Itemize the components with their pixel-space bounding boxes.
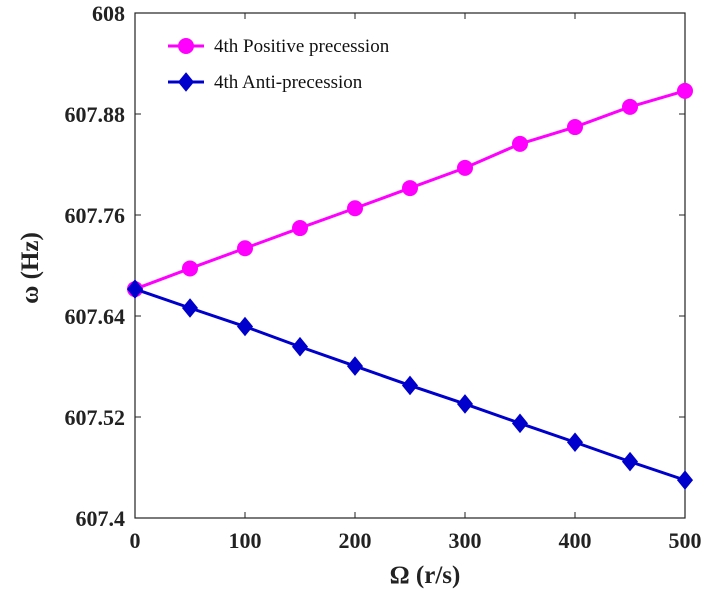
x-tick-label: 0	[130, 528, 141, 553]
data-point	[291, 336, 309, 357]
data-point	[677, 82, 693, 99]
x-tick-label: 400	[559, 528, 592, 553]
y-tick-label: 607.4	[76, 506, 126, 531]
data-point	[236, 316, 254, 337]
series-1	[127, 82, 693, 298]
plot-frame	[134, 12, 686, 519]
x-tick-label: 200	[339, 528, 372, 553]
legend: 4th Positive precession 4th Anti-precessi…	[168, 36, 390, 93]
data-point	[237, 240, 253, 257]
legend-label: 4th Anti-precession	[214, 72, 363, 93]
series-2	[126, 279, 694, 490]
data-point	[126, 279, 144, 299]
legend-label: 4th Positive precession	[214, 36, 390, 57]
data-point	[567, 119, 583, 136]
data-point	[456, 394, 474, 414]
series-layer	[126, 82, 694, 490]
y-tick-label: 607.52	[65, 405, 126, 430]
y-tick-label: 608	[92, 1, 125, 26]
legend-item: 4th Positive precession	[168, 36, 390, 57]
x-tick-label: 500	[669, 528, 702, 553]
data-point	[401, 375, 419, 396]
data-point	[676, 470, 694, 490]
data-point	[512, 135, 528, 152]
legend-item: 4th Anti-precession	[168, 72, 363, 93]
legend-marker	[178, 38, 194, 54]
y-axis-ticks: 607.4 607.52 607.64 607.76 607.88 608	[65, 1, 685, 531]
data-point	[347, 200, 363, 217]
y-tick-label: 607.88	[65, 102, 126, 127]
x-tick-label: 300	[449, 528, 482, 553]
data-point	[457, 159, 473, 176]
data-point	[622, 98, 638, 115]
data-point	[181, 298, 199, 318]
data-point	[402, 180, 418, 197]
y-tick-label: 607.76	[65, 203, 126, 228]
legend-marker	[177, 72, 195, 92]
data-point	[566, 432, 584, 453]
data-point	[292, 220, 308, 237]
data-point	[621, 451, 639, 472]
x-axis-ticks: 0 100 200 300 400 500	[130, 13, 702, 553]
data-point	[346, 356, 364, 376]
x-tick-label: 100	[229, 528, 262, 553]
x-axis-label: Ω (r/s)	[390, 562, 461, 589]
plot-area	[134, 12, 686, 519]
y-axis-label: ω (Hz)	[17, 232, 44, 304]
data-point	[511, 413, 529, 434]
data-point	[182, 260, 198, 277]
y-tick-label: 607.64	[65, 304, 126, 329]
